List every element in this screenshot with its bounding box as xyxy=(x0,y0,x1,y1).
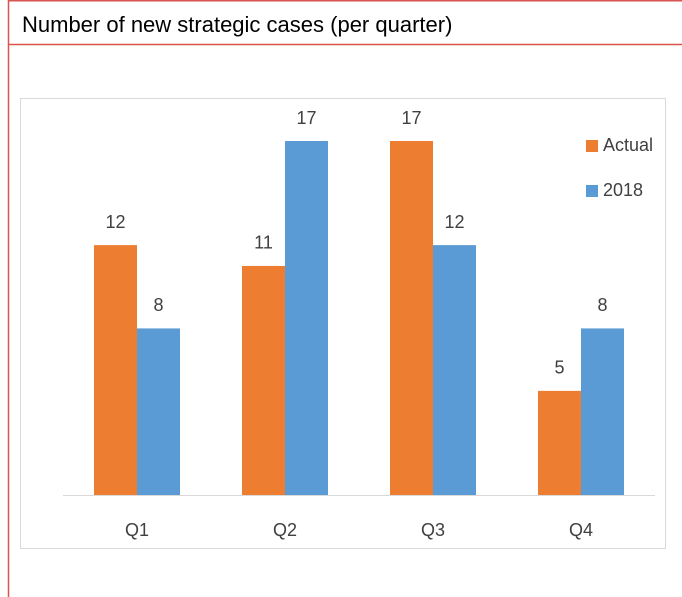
plot-frame xyxy=(20,98,666,549)
legend-label: 2018 xyxy=(603,180,643,200)
data-label: 8 xyxy=(153,295,163,315)
data-label: 17 xyxy=(296,108,316,128)
data-label: 5 xyxy=(554,358,564,378)
bar xyxy=(242,265,285,495)
bar xyxy=(433,245,476,495)
bar xyxy=(137,328,180,495)
data-label: 12 xyxy=(444,212,464,232)
data-label: 12 xyxy=(105,212,125,232)
bar xyxy=(581,328,624,495)
bar xyxy=(285,141,328,495)
bar xyxy=(94,245,137,495)
legend-label: Actual xyxy=(603,135,653,155)
legend-swatch xyxy=(586,185,598,197)
bar xyxy=(538,390,581,495)
chart-title: Number of new strategic cases (per quart… xyxy=(22,12,452,37)
data-label: 11 xyxy=(254,233,273,253)
x-tick-label: Q2 xyxy=(273,520,297,540)
data-label: 17 xyxy=(401,108,421,128)
x-tick-label: Q1 xyxy=(125,520,149,540)
legend-swatch xyxy=(586,140,598,152)
x-tick-label: Q4 xyxy=(569,520,593,540)
bar xyxy=(390,141,433,495)
x-tick-label: Q3 xyxy=(421,520,445,540)
data-label: 8 xyxy=(597,295,607,315)
